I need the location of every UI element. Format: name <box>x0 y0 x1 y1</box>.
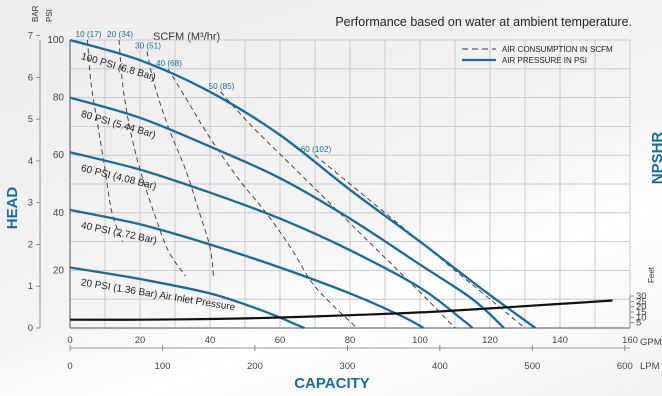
air-pressure-label: 100 PSI (6.8 Bar) <box>80 51 157 83</box>
y-tick-label-bar: 7 <box>28 31 33 42</box>
x-primary-unit-label: GPM <box>640 337 662 348</box>
air-pressure-curve <box>69 38 537 329</box>
npshr-curve <box>69 299 613 321</box>
y-tick-label-bar: 3 <box>28 198 33 209</box>
air-pressure-curve <box>69 266 305 330</box>
y2-tick-label: 30 <box>636 291 647 302</box>
y2-tick-label: 5 <box>636 318 641 329</box>
x-tick-label-lpm: 600 <box>617 361 633 372</box>
x-tick-label-gpm: 0 <box>67 335 72 346</box>
legend-label-air-consumption: AIR CONSUMPTION IN SCFM <box>502 45 613 54</box>
x-tick-label-lpm: 100 <box>155 361 171 372</box>
x-tick-label-lpm: 500 <box>524 361 540 372</box>
y-tick-label-bar: 2 <box>28 239 33 250</box>
air-consumption-label: 20 (34) <box>107 30 133 39</box>
x-tick-label-gpm: 40 <box>205 335 216 346</box>
y-axis-title: HEAD <box>4 187 21 230</box>
air-pressure-label: 40 PSI (2.72 Bar) <box>80 220 158 246</box>
x-tick-label-lpm: 400 <box>432 361 448 372</box>
air-consumption-curve <box>314 154 526 329</box>
y-tick-label-bar: 5 <box>28 114 33 125</box>
axes <box>39 40 631 349</box>
x-tick-label-gpm: 80 <box>345 335 356 346</box>
air-pressure-curve <box>69 208 425 330</box>
y-tick-label-bar: 1 <box>28 281 33 292</box>
x-tick-label-gpm: 120 <box>482 335 498 346</box>
air-consumption-curve <box>146 51 214 277</box>
x-tick-label-gpm: 160 <box>622 335 638 346</box>
y2-tick-label: 25 <box>636 296 647 307</box>
air-consumption-label: 30 (51) <box>135 42 161 51</box>
air-pressure-curve <box>69 151 474 329</box>
legend-label-air-pressure: AIR PRESSURE IN PSI <box>502 56 587 65</box>
npshr-curve-group <box>69 299 613 321</box>
y2-tick-label: 20 <box>636 302 647 313</box>
y-tick-label-psi: 60 <box>53 150 65 161</box>
chart-title: Performance based on water at ambient te… <box>335 15 632 29</box>
y-tick-label-psi: 80 <box>53 93 65 104</box>
y-tick-label-bar: 6 <box>28 72 33 83</box>
air-consumption-label: 10 (17) <box>76 30 102 39</box>
y-tick-label-bar: 0 <box>28 323 33 334</box>
air-pressure-curve <box>69 96 505 329</box>
air-pressure-label: 80 PSI (5.44 Bar) <box>80 109 157 141</box>
grid <box>69 39 631 328</box>
air-pressure-label: 60 PSI (4.08 Bar) <box>80 163 158 192</box>
x-tick-label-lpm: 0 <box>67 361 72 372</box>
y2-unit-label: Feet <box>647 266 656 283</box>
legend: AIR CONSUMPTION IN SCFM AIR PRESSURE IN … <box>462 45 613 65</box>
x-tick-label-gpm: 60 <box>275 335 286 346</box>
x-tick-label-gpm: 100 <box>412 335 428 346</box>
y-primary-unit-label: PSI <box>45 9 54 22</box>
y-tick-label-psi: 40 <box>53 208 65 219</box>
y-tick-label-bar: 4 <box>28 156 33 167</box>
x-tick-label-gpm: 140 <box>552 335 568 346</box>
x-axis-title: CAPACITY <box>294 375 370 392</box>
y2-axis-title: NPSHR <box>649 132 662 185</box>
air-consumption-label: 50 (85) <box>209 82 235 91</box>
x-secondary-unit-label: LPM <box>640 361 660 372</box>
y2-tick-label: 15 <box>636 307 647 318</box>
x-tick-label-gpm: 20 <box>135 335 146 346</box>
x-tick-label-lpm: 300 <box>339 361 355 372</box>
x-tick-label-lpm: 200 <box>247 361 263 372</box>
air-consumption-label: 60 (102) <box>301 145 332 154</box>
y-tick-label-psi: 100 <box>47 35 64 46</box>
air-consumption-label: 40 (68) <box>156 59 182 68</box>
y-secondary-unit-label: BAR <box>31 5 40 22</box>
y2-tick-label: 10 <box>636 312 647 323</box>
y-tick-label-psi: 20 <box>53 265 65 276</box>
